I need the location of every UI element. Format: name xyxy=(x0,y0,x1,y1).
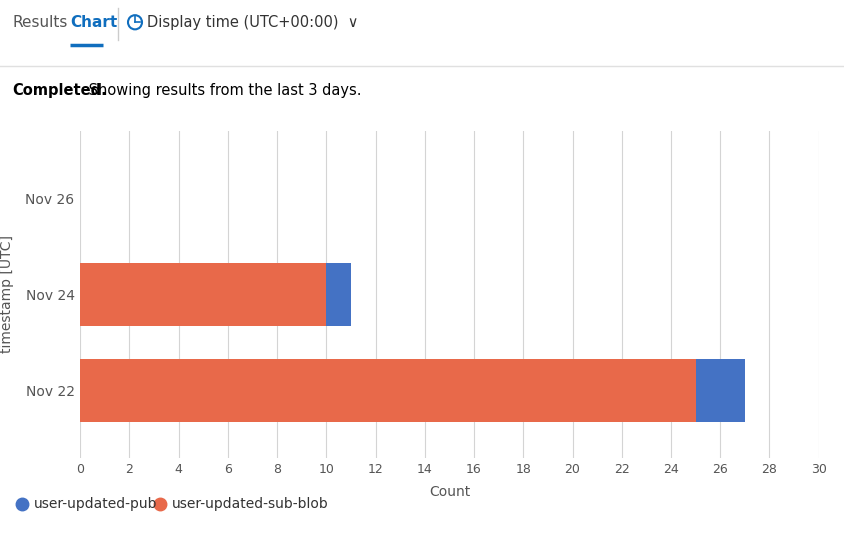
Text: Display time (UTC+00:00)  ∨: Display time (UTC+00:00) ∨ xyxy=(147,15,359,30)
Text: user-updated-sub-blob: user-updated-sub-blob xyxy=(172,496,329,511)
X-axis label: Count: Count xyxy=(429,485,470,499)
Bar xyxy=(80,359,695,422)
Y-axis label: timestamp [UTC]: timestamp [UTC] xyxy=(0,235,14,353)
Text: Chart: Chart xyxy=(70,15,117,30)
Bar xyxy=(327,263,351,325)
Text: Completed.: Completed. xyxy=(12,83,106,98)
Text: Results: Results xyxy=(12,15,68,30)
Bar xyxy=(695,359,744,422)
Text: user-updated-pub: user-updated-pub xyxy=(34,496,158,511)
Bar xyxy=(80,263,327,325)
Text: Showing results from the last 3 days.: Showing results from the last 3 days. xyxy=(84,83,361,98)
